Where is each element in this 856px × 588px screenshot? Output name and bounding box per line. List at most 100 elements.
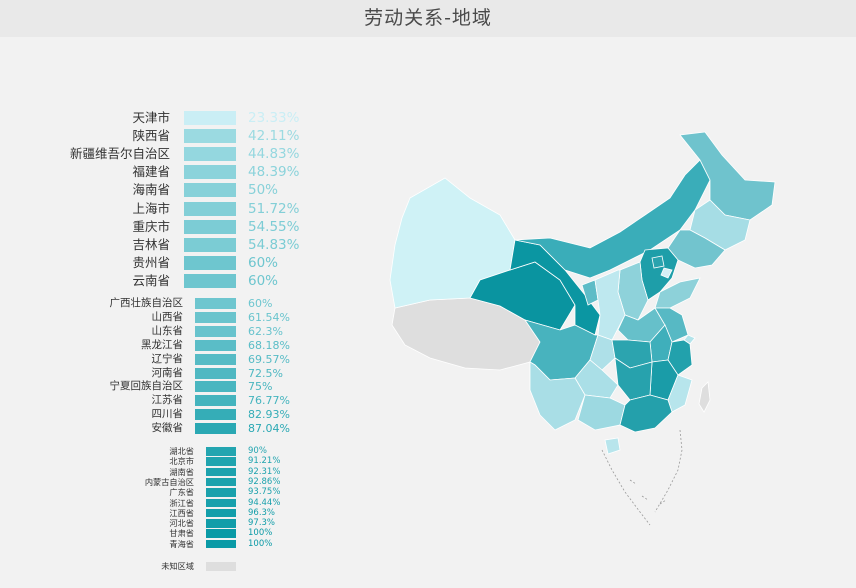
region-taiwan <box>698 381 711 413</box>
legend-swatch <box>206 457 236 466</box>
legend-swatch <box>206 447 236 456</box>
legend-value: 68.18% <box>248 338 290 352</box>
legend-value: 69.57% <box>248 352 290 366</box>
legend-value: 54.83% <box>248 236 300 253</box>
legend-value: 60% <box>248 297 273 310</box>
region-heilongjiang <box>679 131 776 221</box>
legend-swatch <box>206 467 236 477</box>
legend-swatch <box>206 519 236 528</box>
legend-label: 湖南省 <box>169 466 194 477</box>
legend-label: 安徽省 <box>151 422 184 435</box>
legend-label: 福建省 <box>132 164 170 180</box>
region-beijing <box>651 255 665 269</box>
legend-swatch <box>195 423 236 435</box>
legend-swatch <box>184 165 236 180</box>
legend-value: 60% <box>248 272 279 289</box>
legend-swatch <box>184 147 236 162</box>
legend-value: 76.77% <box>248 394 290 408</box>
legend-label: 天津市 <box>132 110 170 125</box>
legend-label-unknown: 未知区域 <box>161 561 194 571</box>
legend-value: 90% <box>248 446 267 456</box>
legend-label: 北京市 <box>169 456 194 467</box>
legend-swatch <box>206 539 236 549</box>
legend-label: 四川省 <box>151 408 184 421</box>
legend-label: 吉林省 <box>132 236 170 252</box>
legend-label: 江西省 <box>169 507 194 518</box>
legend-label: 广东省 <box>169 487 194 498</box>
legend-label: 陕西省 <box>132 128 170 144</box>
legend-value: 54.55% <box>248 218 300 235</box>
legend-label: 青海省 <box>169 538 194 549</box>
legend-label: 甘肃省 <box>169 528 194 539</box>
legend-label: 江苏省 <box>151 394 184 407</box>
legend-value: 97.3% <box>248 518 276 529</box>
legend-label: 山东省 <box>151 324 184 337</box>
legend-value: 91.21% <box>248 456 281 467</box>
legend-swatch <box>184 273 236 288</box>
legend-swatch <box>184 201 236 216</box>
legend-value: 72.5% <box>248 366 283 380</box>
legend-swatch <box>206 488 236 497</box>
legend-value: 96.3% <box>248 507 276 518</box>
legend-value: 100% <box>248 528 273 539</box>
legend-value: 50% <box>248 182 279 199</box>
legend-label: 云南省 <box>132 272 170 288</box>
region-tianjin <box>660 267 673 279</box>
south-sea-islands <box>601 429 683 526</box>
region-shaanxi <box>594 269 626 341</box>
legend-label: 上海市 <box>132 200 170 216</box>
legend-label: 河南省 <box>151 366 184 379</box>
legend-swatch <box>184 183 236 198</box>
legend-label: 山西省 <box>151 310 184 323</box>
legend-value: 23.33% <box>248 110 300 126</box>
chart-title: 劳动关系-地域 <box>364 7 492 29</box>
title-bar <box>0 0 856 37</box>
legend-swatch <box>206 498 236 507</box>
legend-label: 湖北省 <box>169 446 194 456</box>
legend-swatch <box>184 111 236 125</box>
legend-label: 辽宁省 <box>151 352 184 365</box>
legend-value: 75% <box>248 380 273 394</box>
legend-swatch <box>195 395 236 407</box>
region-neimenggu <box>514 159 711 279</box>
legend-swatch <box>195 325 236 337</box>
china-map <box>389 131 776 526</box>
legend-value: 94.44% <box>248 497 281 508</box>
legend-value: 100% <box>248 538 273 549</box>
legend-label: 海南省 <box>132 182 170 198</box>
legend-value: 44.83% <box>248 146 300 163</box>
legend-swatch <box>184 237 236 252</box>
region-guangdong <box>619 394 673 433</box>
legend-swatch <box>195 367 236 379</box>
legend-label: 重庆市 <box>132 218 170 234</box>
legend-swatch-unknown <box>206 562 236 571</box>
region-hainan <box>604 437 621 455</box>
legend-swatch <box>184 129 236 144</box>
legend-label: 贵州省 <box>132 254 170 270</box>
legend-value: 42.11% <box>248 128 300 145</box>
legend-swatch <box>195 339 236 351</box>
legend-swatch <box>184 219 236 234</box>
legend-label: 内蒙古自治区 <box>144 476 194 487</box>
legend-value: 93.75% <box>248 487 281 498</box>
legend-label: 黑龙江省 <box>141 338 183 351</box>
legend-swatch <box>195 409 236 421</box>
region-yunnan <box>529 361 586 431</box>
legend-swatch <box>206 529 236 538</box>
legend: 天津市 23.33% 陕西省 42.11% 新疆维吾尔自治区 44.83% 福建省 48.39… <box>0 0 340 588</box>
legend-value: 48.39% <box>248 164 300 181</box>
legend-swatch <box>206 477 236 487</box>
legend-label: 宁夏回族自治区 <box>109 380 184 393</box>
legend-label: 河北省 <box>169 518 194 529</box>
legend-value: 60% <box>248 254 279 271</box>
legend-value: 61.54% <box>248 310 290 324</box>
legend-label: 新疆维吾尔自治区 <box>69 146 170 162</box>
legend-swatch <box>195 381 236 393</box>
legend-value: 62.3% <box>248 324 283 338</box>
legend-value: 92.86% <box>248 476 281 487</box>
legend-swatch <box>195 353 236 365</box>
region-guangxi <box>577 394 626 431</box>
legend-value: 87.04% <box>248 422 290 436</box>
legend-swatch <box>206 508 236 518</box>
legend-label: 浙江省 <box>169 497 194 508</box>
